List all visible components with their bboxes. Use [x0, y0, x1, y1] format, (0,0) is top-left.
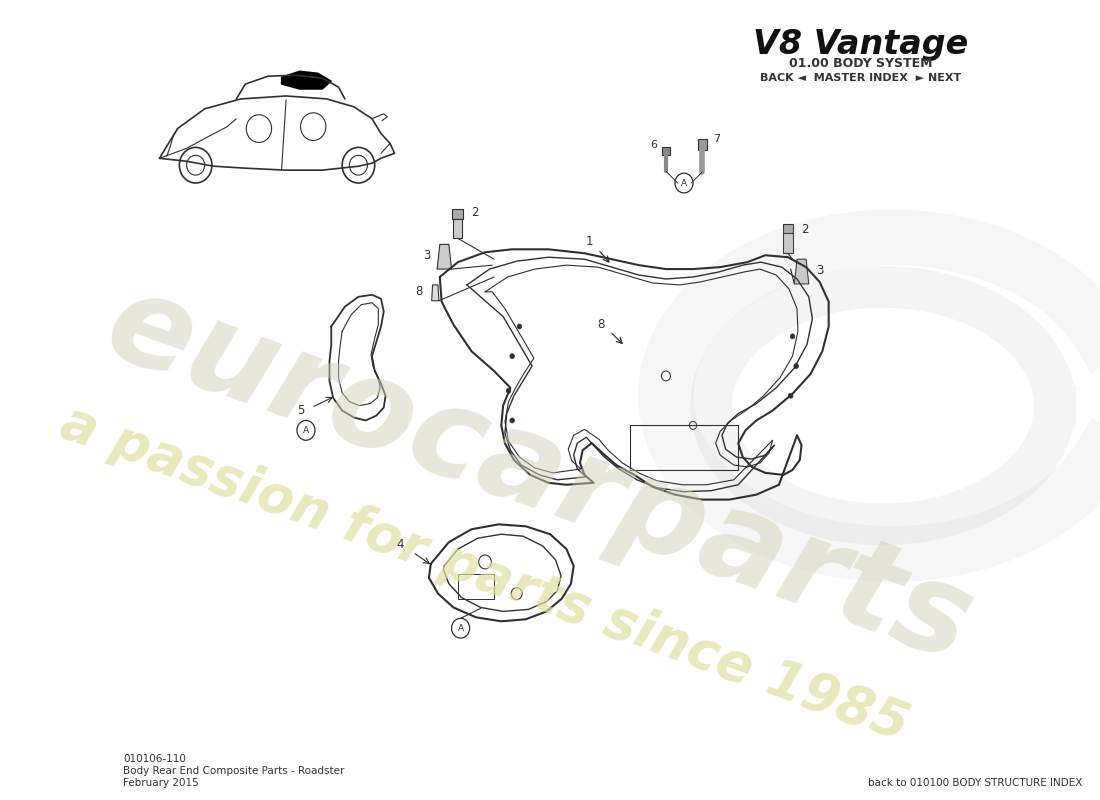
Text: V8 Vantage: V8 Vantage	[752, 28, 968, 61]
Circle shape	[789, 394, 793, 398]
Polygon shape	[437, 244, 452, 269]
Text: 01.00 BODY SYSTEM: 01.00 BODY SYSTEM	[789, 58, 932, 70]
Text: A: A	[458, 624, 464, 633]
Polygon shape	[431, 285, 439, 301]
Text: back to 010100 BODY STRUCTURE INDEX: back to 010100 BODY STRUCTURE INDEX	[868, 778, 1082, 787]
Text: a passion for parts since 1985: a passion for parts since 1985	[54, 396, 915, 752]
Text: eurocarparts: eurocarparts	[90, 262, 988, 687]
Text: Body Rear End Composite Parts - Roadster: Body Rear End Composite Parts - Roadster	[123, 766, 344, 776]
Text: February 2015: February 2015	[123, 778, 199, 787]
Circle shape	[510, 418, 515, 423]
Circle shape	[506, 388, 510, 394]
Circle shape	[510, 354, 515, 358]
Polygon shape	[782, 223, 793, 234]
Text: 010106-110: 010106-110	[123, 754, 186, 764]
Polygon shape	[794, 259, 808, 284]
Text: A: A	[302, 426, 309, 435]
Text: 8: 8	[597, 318, 605, 331]
Polygon shape	[453, 218, 462, 238]
Circle shape	[517, 324, 521, 329]
Text: 2: 2	[802, 223, 810, 236]
Text: 7: 7	[713, 134, 721, 143]
Polygon shape	[783, 234, 792, 254]
Text: 8: 8	[416, 286, 422, 298]
Text: 5: 5	[297, 404, 305, 417]
Text: 1: 1	[585, 235, 593, 248]
Text: A: A	[681, 178, 688, 187]
Text: 2: 2	[472, 206, 478, 219]
Polygon shape	[282, 71, 331, 89]
Text: 4: 4	[396, 538, 404, 550]
Polygon shape	[662, 147, 670, 155]
Text: 6: 6	[650, 141, 657, 150]
Text: 3: 3	[424, 249, 431, 262]
Text: 3: 3	[816, 263, 824, 277]
Text: BACK ◄  MASTER INDEX  ► NEXT: BACK ◄ MASTER INDEX ► NEXT	[760, 74, 961, 83]
Circle shape	[790, 334, 795, 339]
Circle shape	[794, 363, 799, 369]
Polygon shape	[452, 209, 463, 218]
Polygon shape	[697, 138, 706, 150]
